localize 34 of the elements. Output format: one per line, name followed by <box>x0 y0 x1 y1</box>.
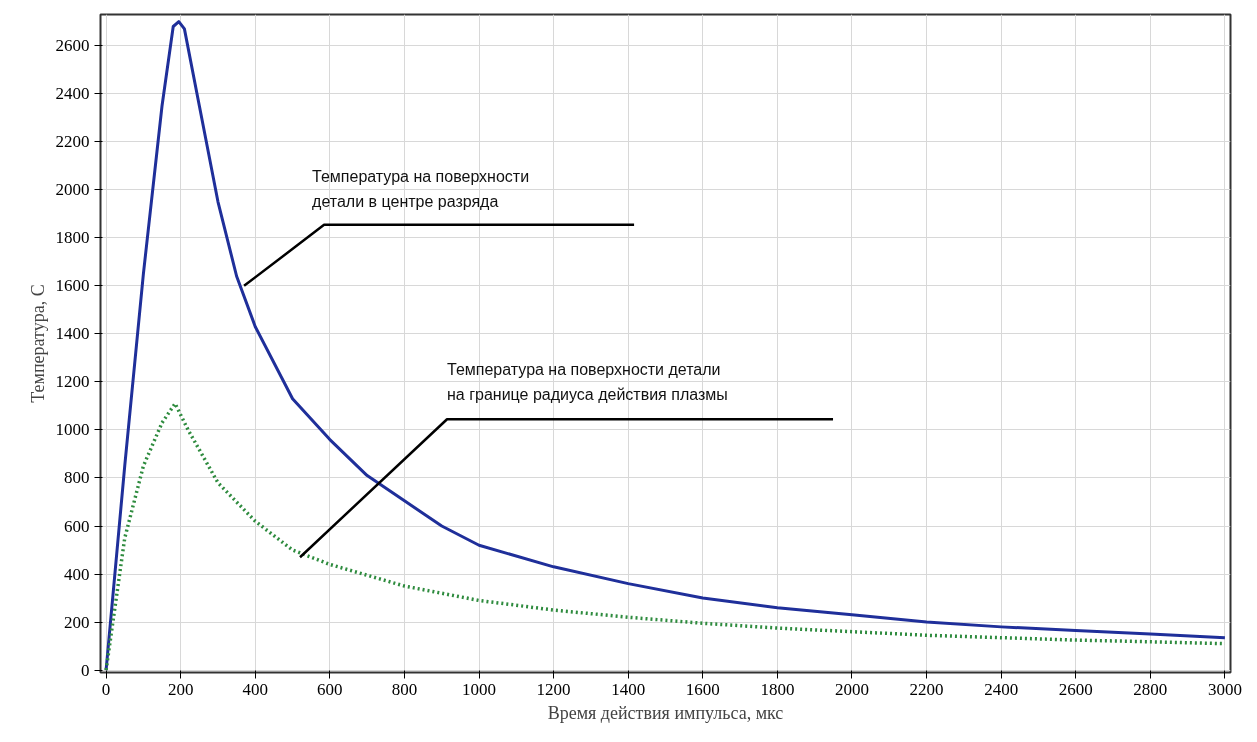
y-tick-label: 600 <box>64 516 90 536</box>
y-tick-label: 2000 <box>55 180 90 200</box>
x-tick-label: 1800 <box>760 679 795 699</box>
y-tick-label: 2400 <box>55 84 90 104</box>
y-tick-label: 1800 <box>55 228 90 248</box>
x-tick-label: 600 <box>317 679 343 699</box>
y-tick-label: 0 <box>81 660 90 680</box>
y-tick-label: 1000 <box>55 420 90 440</box>
y-tick-label: 1200 <box>55 372 90 392</box>
annotation: Температура на поверхности детали на границе радиуса действия плазмы <box>447 361 728 403</box>
y-axis-title: Температура, С <box>27 284 48 403</box>
x-tick-label: 2600 <box>1058 679 1093 699</box>
y-tick-label: 2200 <box>55 132 90 152</box>
x-tick-label: 2000 <box>834 679 869 699</box>
x-tick-label: 2400 <box>984 679 1019 699</box>
y-tick-label: 200 <box>64 612 90 632</box>
x-axis-title: Время действия импульса, мкс <box>547 702 784 723</box>
y-tick-label: 1600 <box>55 276 90 296</box>
x-tick-label: 200 <box>167 679 194 699</box>
x-tick-label: 2200 <box>909 679 944 699</box>
annotation: Температура на поверхности детали в центре разряда <box>312 167 530 210</box>
y-tick-label: 800 <box>64 468 90 488</box>
y-tick-label: 1400 <box>55 324 90 344</box>
x-tick-label: 1600 <box>685 679 720 699</box>
x-tick-label: 400 <box>242 679 269 699</box>
x-tick-label: 1000 <box>462 679 497 699</box>
y-tick-label: 2600 <box>55 36 90 56</box>
x-tick-label: 800 <box>391 679 418 699</box>
x-tick-label: 1400 <box>611 679 646 699</box>
x-tick-label: 3000 <box>1207 679 1242 699</box>
x-tick-label: 0 <box>101 679 111 699</box>
y-tick-label: 400 <box>64 564 90 584</box>
x-tick-label: 1200 <box>536 679 571 699</box>
x-tick-label: 2800 <box>1133 679 1168 699</box>
